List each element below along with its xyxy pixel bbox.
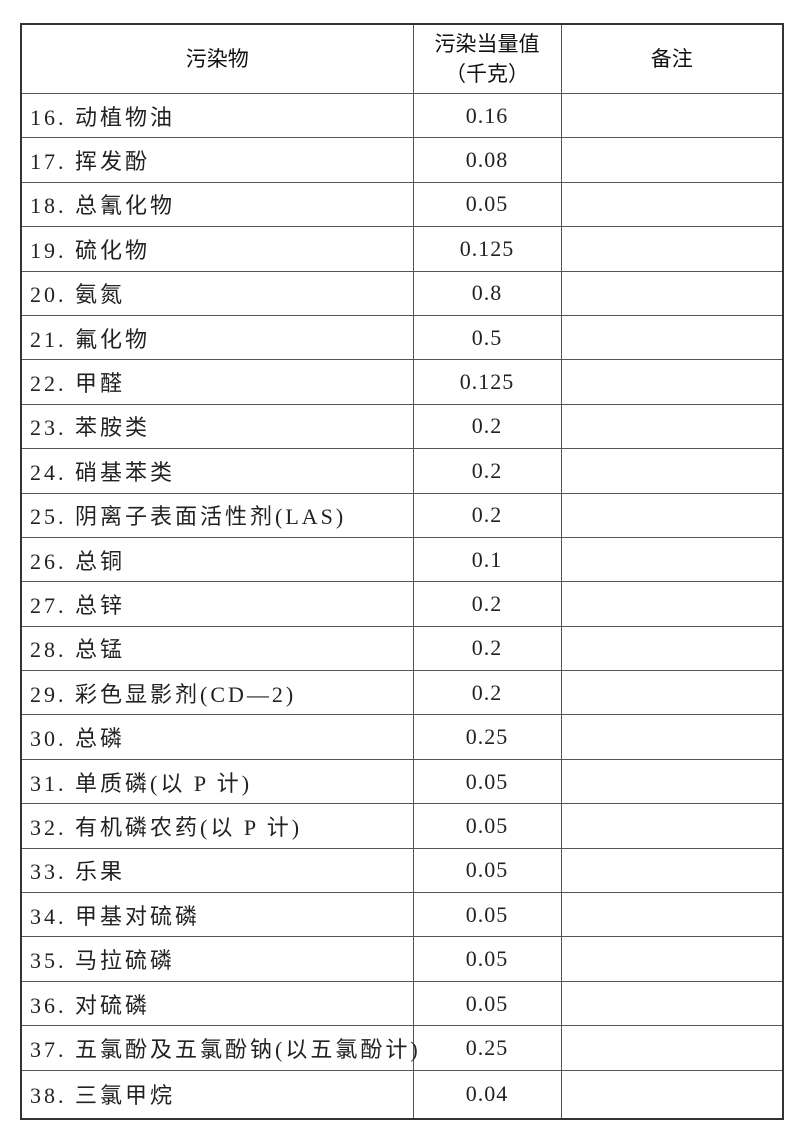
pollutant-equivalent-table: 污染物 污染当量值 （千克） 备注 16. 动植物油 0.16 17. 挥发酚 0.0… bbox=[20, 23, 784, 1120]
table-row: 27. 总锌 0.2 bbox=[20, 581, 784, 627]
remarks-cell bbox=[560, 536, 784, 583]
equivalent-value-cell: 0.05 bbox=[412, 936, 562, 982]
remarks-cell bbox=[560, 92, 784, 139]
table-row: 21. 氟化物 0.5 bbox=[20, 314, 784, 361]
remarks-cell bbox=[560, 314, 784, 361]
pollutant-name-cell: 37. 五氯酚及五氯酚钠(以五氯酚计) bbox=[20, 1025, 418, 1071]
remarks-cell bbox=[560, 1025, 784, 1071]
remarks-cell bbox=[560, 1069, 784, 1120]
equivalent-value-cell: 0.04 bbox=[412, 1069, 562, 1120]
equivalent-value-cell: 0.05 bbox=[412, 758, 562, 805]
remarks-cell bbox=[560, 625, 784, 672]
remarks-cell bbox=[560, 803, 784, 849]
remarks-cell bbox=[560, 181, 784, 228]
pollutant-name-cell: 35. 马拉硫磷 bbox=[20, 936, 414, 982]
table-row: 35. 马拉硫磷 0.05 bbox=[20, 936, 784, 982]
pollutant-name-cell: 23. 苯胺类 bbox=[20, 403, 414, 450]
equivalent-value-cell: 0.2 bbox=[412, 448, 562, 494]
table-row: 38. 三氯甲烷 0.04 bbox=[20, 1069, 784, 1120]
pollutant-name-cell: 17. 挥发酚 bbox=[20, 137, 414, 183]
remarks-cell bbox=[560, 758, 784, 805]
remarks-cell bbox=[560, 359, 784, 405]
equivalent-value-cell: 0.05 bbox=[412, 847, 562, 894]
equivalent-value-cell: 0.125 bbox=[412, 226, 562, 272]
pollutant-name-cell: 31. 单质磷(以 P 计) bbox=[20, 758, 414, 805]
remarks-cell bbox=[560, 403, 784, 450]
equivalent-value-cell: 0.05 bbox=[412, 803, 562, 849]
equivalent-value-cell: 0.25 bbox=[412, 714, 562, 760]
table-row: 24. 硝基苯类 0.2 bbox=[20, 448, 784, 494]
remarks-cell bbox=[560, 847, 784, 894]
remarks-cell bbox=[560, 581, 784, 627]
equivalent-value-cell: 0.16 bbox=[412, 92, 562, 139]
table-row: 26. 总铜 0.1 bbox=[20, 536, 784, 583]
header-equivalent-line1: 污染当量值 bbox=[434, 32, 540, 56]
remarks-cell bbox=[560, 137, 784, 183]
pollutant-name-cell: 21. 氟化物 bbox=[20, 314, 414, 361]
table-row: 36. 对硫磷 0.05 bbox=[20, 980, 784, 1027]
table-row: 32. 有机磷农药(以 P 计) 0.05 bbox=[20, 803, 784, 849]
table-row: 25. 阴离子表面活性剂(LAS) 0.2 bbox=[20, 492, 784, 538]
table-row: 17. 挥发酚 0.08 bbox=[20, 137, 784, 183]
equivalent-value-cell: 0.2 bbox=[412, 625, 562, 672]
equivalent-value-cell: 0.125 bbox=[412, 359, 562, 405]
table-row: 31. 单质磷(以 P 计) 0.05 bbox=[20, 758, 784, 805]
header-equivalent: 污染当量值 （千克） bbox=[412, 23, 562, 94]
table-row: 22. 甲醛 0.125 bbox=[20, 359, 784, 405]
equivalent-value-cell: 0.05 bbox=[412, 980, 562, 1027]
equivalent-value-cell: 0.05 bbox=[412, 892, 562, 938]
table-row: 16. 动植物油 0.16 bbox=[20, 92, 784, 139]
header-equivalent-line2: （千克） bbox=[445, 62, 529, 86]
equivalent-value-cell: 0.25 bbox=[412, 1025, 562, 1071]
equivalent-value-cell: 0.2 bbox=[412, 492, 562, 538]
table-row: 23. 苯胺类 0.2 bbox=[20, 403, 784, 450]
pollutant-name-cell: 18. 总氰化物 bbox=[20, 181, 414, 228]
equivalent-value-cell: 0.05 bbox=[412, 181, 562, 228]
remarks-cell bbox=[560, 936, 784, 982]
header-pollutant: 污染物 bbox=[20, 23, 414, 94]
pollutant-name-cell: 25. 阴离子表面活性剂(LAS) bbox=[20, 492, 414, 538]
pollutant-name-cell: 32. 有机磷农药(以 P 计) bbox=[20, 803, 414, 849]
remarks-cell bbox=[560, 980, 784, 1027]
remarks-cell bbox=[560, 270, 784, 316]
pollutant-name-cell: 34. 甲基对硫磷 bbox=[20, 892, 414, 938]
table-row: 33. 乐果 0.05 bbox=[20, 847, 784, 894]
table-row: 19. 硫化物 0.125 bbox=[20, 226, 784, 272]
pollutant-name-cell: 33. 乐果 bbox=[20, 847, 414, 894]
pollutant-name-cell: 38. 三氯甲烷 bbox=[20, 1069, 414, 1120]
equivalent-value-cell: 0.2 bbox=[412, 403, 562, 450]
equivalent-value-cell: 0.2 bbox=[412, 581, 562, 627]
pollutant-name-cell: 20. 氨氮 bbox=[20, 270, 414, 316]
pollutant-name-cell: 16. 动植物油 bbox=[20, 92, 414, 139]
equivalent-value-cell: 0.8 bbox=[412, 270, 562, 316]
pollutant-name-cell: 28. 总锰 bbox=[20, 625, 414, 672]
equivalent-value-cell: 0.5 bbox=[412, 314, 562, 361]
pollutant-name-cell: 29. 彩色显影剂(CD—2) bbox=[20, 670, 414, 716]
header-remarks: 备注 bbox=[560, 23, 784, 94]
equivalent-value-cell: 0.1 bbox=[412, 536, 562, 583]
remarks-cell bbox=[560, 492, 784, 538]
remarks-cell bbox=[560, 670, 784, 716]
pollutant-name-cell: 19. 硫化物 bbox=[20, 226, 414, 272]
table-row: 29. 彩色显影剂(CD—2) 0.2 bbox=[20, 670, 784, 716]
header-row: 污染物 污染当量值 （千克） 备注 bbox=[20, 23, 784, 94]
remarks-cell bbox=[560, 892, 784, 938]
pollutant-name-cell: 26. 总铜 bbox=[20, 536, 414, 583]
pollutant-name-cell: 22. 甲醛 bbox=[20, 359, 414, 405]
table-row: 34. 甲基对硫磷 0.05 bbox=[20, 892, 784, 938]
table-row: 37. 五氯酚及五氯酚钠(以五氯酚计) 0.25 bbox=[20, 1025, 784, 1071]
remarks-cell bbox=[560, 714, 784, 760]
pollutant-name-cell: 30. 总磷 bbox=[20, 714, 414, 760]
table-row: 30. 总磷 0.25 bbox=[20, 714, 784, 760]
pollutant-name-cell: 24. 硝基苯类 bbox=[20, 448, 414, 494]
pollutant-name-cell: 27. 总锌 bbox=[20, 581, 414, 627]
table-row: 20. 氨氮 0.8 bbox=[20, 270, 784, 316]
equivalent-value-cell: 0.2 bbox=[412, 670, 562, 716]
equivalent-value-cell: 0.08 bbox=[412, 137, 562, 183]
pollutant-name-cell: 36. 对硫磷 bbox=[20, 980, 414, 1027]
remarks-cell bbox=[560, 448, 784, 494]
table-row: 18. 总氰化物 0.05 bbox=[20, 181, 784, 228]
remarks-cell bbox=[560, 226, 784, 272]
table-row: 28. 总锰 0.2 bbox=[20, 625, 784, 672]
